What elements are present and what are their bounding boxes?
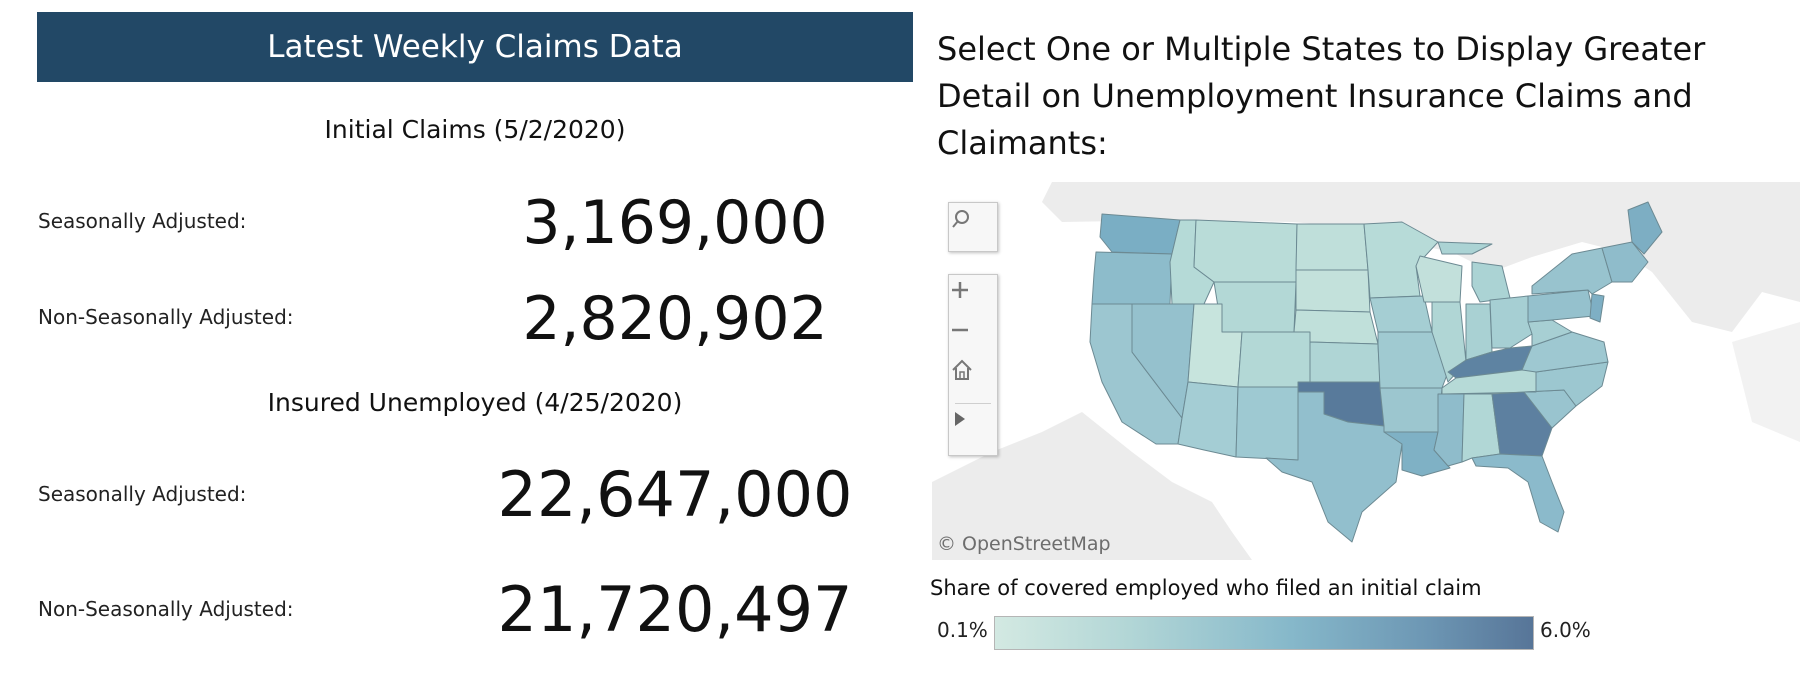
insured-nsa-value: 21,720,497 xyxy=(497,573,853,646)
state-pennsylvania[interactable] xyxy=(1527,289,1595,323)
home-icon[interactable] xyxy=(949,357,997,397)
state-florida[interactable] xyxy=(1471,453,1565,533)
basemap-land xyxy=(1042,182,1800,332)
initial-claims-heading: Initial Claims (5/2/2020) xyxy=(324,115,626,144)
zoom-in-icon[interactable] xyxy=(949,279,997,319)
legend-min-label: 0.1% xyxy=(937,618,988,642)
state-wisconsin[interactable] xyxy=(1415,255,1463,303)
map-search-button[interactable] xyxy=(948,202,998,252)
state-washington[interactable] xyxy=(1099,213,1181,255)
state-indiana[interactable] xyxy=(1465,303,1493,361)
state-new-jersey[interactable] xyxy=(1589,293,1605,323)
summary-banner: Latest Weekly Claims Data xyxy=(37,12,913,82)
state-montana[interactable] xyxy=(1193,219,1298,283)
play-icon[interactable] xyxy=(949,409,997,449)
state-south-dakota[interactable] xyxy=(1295,269,1371,313)
state-new-mexico[interactable] xyxy=(1235,386,1299,461)
map-canvas xyxy=(932,182,1800,560)
initial-sa-label: Seasonally Adjusted: xyxy=(38,209,247,233)
toolbar-divider xyxy=(955,403,991,404)
state-texas[interactable] xyxy=(1265,391,1403,543)
basemap-land-east xyxy=(1732,322,1800,442)
state-kansas[interactable] xyxy=(1309,341,1381,383)
basemap-land-south xyxy=(932,412,1252,560)
insured-unemployed-heading: Insured Unemployed (4/25/2020) xyxy=(267,388,683,417)
initial-sa-value: 3,169,000 xyxy=(522,188,828,258)
map-heading: Select One or Multiple States to Display… xyxy=(937,30,1706,162)
initial-nsa-label: Non-Seasonally Adjusted: xyxy=(38,305,294,329)
state-north-carolina[interactable] xyxy=(1523,361,1609,407)
state-mississippi[interactable] xyxy=(1433,393,1465,467)
state-wyoming[interactable] xyxy=(1213,281,1297,333)
state-new-england[interactable] xyxy=(1601,241,1649,283)
legend-max-label: 6.0% xyxy=(1540,618,1591,642)
initial-nsa-value: 2,820,902 xyxy=(522,284,828,354)
zoom-out-icon[interactable] xyxy=(949,319,997,359)
state-new-york[interactable] xyxy=(1531,247,1613,295)
state-oregon[interactable] xyxy=(1091,251,1173,305)
state-minnesota[interactable] xyxy=(1363,221,1439,299)
insured-sa-label: Seasonally Adjusted: xyxy=(38,482,247,506)
legend-color-ramp xyxy=(994,616,1534,650)
state-ohio[interactable] xyxy=(1489,295,1533,349)
insured-sa-value: 22,647,000 xyxy=(497,458,853,531)
map-attribution[interactable]: © OpenStreetMap xyxy=(937,533,1111,555)
state-arkansas[interactable] xyxy=(1379,387,1443,433)
state-north-dakota[interactable] xyxy=(1295,223,1369,271)
state-colorado[interactable] xyxy=(1237,331,1311,388)
insured-nsa-label: Non-Seasonally Adjusted: xyxy=(38,597,294,621)
state-georgia[interactable] xyxy=(1491,391,1553,457)
legend-title: Share of covered employed who filed an i… xyxy=(930,576,1482,600)
state-iowa[interactable] xyxy=(1369,295,1433,333)
map-zoom-toolbar xyxy=(948,274,998,456)
us-choropleth-map[interactable] xyxy=(932,182,1800,560)
summary-title: Latest Weekly Claims Data xyxy=(267,29,683,65)
state-arizona[interactable] xyxy=(1177,381,1239,458)
state-maine[interactable] xyxy=(1627,201,1663,255)
search-icon[interactable] xyxy=(949,207,997,247)
